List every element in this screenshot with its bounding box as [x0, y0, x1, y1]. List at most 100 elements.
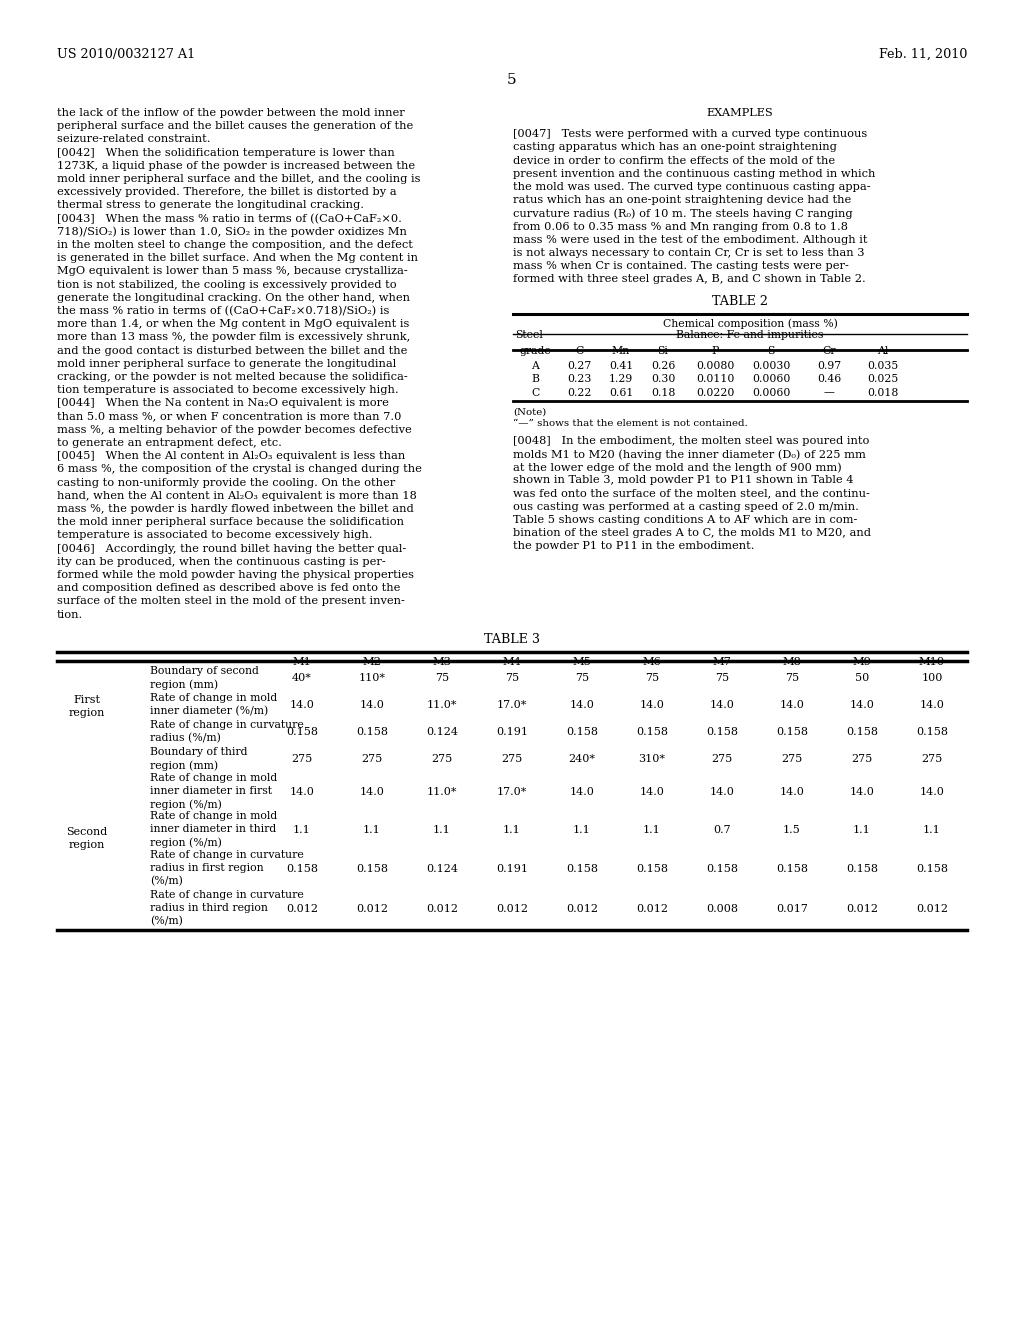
- Text: 14.0: 14.0: [779, 701, 805, 710]
- Text: Al: Al: [878, 346, 889, 356]
- Text: formed while the mold powder having the physical properties: formed while the mold powder having the …: [57, 570, 414, 579]
- Text: “—” shows that the element is not contained.: “—” shows that the element is not contai…: [513, 418, 748, 428]
- Text: and the good contact is disturbed between the billet and the: and the good contact is disturbed betwee…: [57, 346, 408, 355]
- Text: M9: M9: [853, 657, 871, 667]
- Text: Mn: Mn: [612, 346, 630, 356]
- Text: 275: 275: [922, 754, 943, 764]
- Text: 0.158: 0.158: [776, 863, 808, 874]
- Text: 0.025: 0.025: [867, 375, 899, 384]
- Text: 14.0: 14.0: [569, 787, 595, 797]
- Text: cracking, or the powder is not melted because the solidifica-: cracking, or the powder is not melted be…: [57, 372, 408, 381]
- Text: 0.191: 0.191: [496, 727, 528, 738]
- Text: Rate of change in mold: Rate of change in mold: [150, 810, 278, 821]
- Text: 0.012: 0.012: [356, 904, 388, 913]
- Text: surface of the molten steel in the mold of the present inven-: surface of the molten steel in the mold …: [57, 597, 404, 606]
- Text: Rate of change in mold: Rate of change in mold: [150, 693, 278, 704]
- Text: 0.27: 0.27: [567, 362, 591, 371]
- Text: 14.0: 14.0: [359, 787, 384, 797]
- Text: 0.61: 0.61: [609, 388, 633, 397]
- Text: tion temperature is associated to become excessively high.: tion temperature is associated to become…: [57, 385, 398, 395]
- Text: 0.0030: 0.0030: [752, 362, 791, 371]
- Text: hand, when the Al content in Al₂O₃ equivalent is more than 18: hand, when the Al content in Al₂O₃ equiv…: [57, 491, 417, 500]
- Text: First: First: [74, 694, 100, 705]
- Text: 0.158: 0.158: [286, 863, 318, 874]
- Text: thermal stress to generate the longitudinal cracking.: thermal stress to generate the longitudi…: [57, 201, 364, 210]
- Text: 275: 275: [292, 754, 312, 764]
- Text: 0.008: 0.008: [706, 904, 738, 913]
- Text: 0.012: 0.012: [426, 904, 458, 913]
- Text: US 2010/0032127 A1: US 2010/0032127 A1: [57, 48, 196, 61]
- Text: 14.0: 14.0: [920, 701, 944, 710]
- Text: formed with three steel grades A, B, and C shown in Table 2.: formed with three steel grades A, B, and…: [513, 275, 865, 284]
- Text: MgO equivalent is lower than 5 mass %, because crystalliza-: MgO equivalent is lower than 5 mass %, b…: [57, 267, 408, 276]
- Text: 14.0: 14.0: [359, 701, 384, 710]
- Text: at the lower edge of the mold and the length of 900 mm): at the lower edge of the mold and the le…: [513, 462, 842, 473]
- Text: 0.158: 0.158: [356, 727, 388, 738]
- Text: 1273K, a liquid phase of the powder is increased between the: 1273K, a liquid phase of the powder is i…: [57, 161, 415, 170]
- Text: M1: M1: [293, 657, 311, 667]
- Text: 110*: 110*: [358, 673, 385, 684]
- Text: tion.: tion.: [57, 610, 83, 619]
- Text: 5: 5: [507, 73, 517, 87]
- Text: [0043]   When the mass % ratio in terms of ((CaO+CaF₂×0.: [0043] When the mass % ratio in terms of…: [57, 214, 401, 224]
- Text: P: P: [712, 346, 719, 356]
- Text: (Note): (Note): [513, 408, 546, 416]
- Text: 0.158: 0.158: [286, 727, 318, 738]
- Text: 0.46: 0.46: [817, 375, 841, 384]
- Text: 1.1: 1.1: [643, 825, 660, 834]
- Text: 14.0: 14.0: [850, 787, 874, 797]
- Text: 14.0: 14.0: [710, 787, 734, 797]
- Text: M6: M6: [643, 657, 662, 667]
- Text: 14.0: 14.0: [850, 701, 874, 710]
- Text: the lack of the inflow of the powder between the mold inner: the lack of the inflow of the powder bet…: [57, 108, 404, 117]
- Text: the mold was used. The curved type continuous casting appa-: the mold was used. The curved type conti…: [513, 182, 870, 191]
- Text: region (mm): region (mm): [150, 680, 218, 690]
- Text: more than 1.4, or when the Mg content in MgO equivalent is: more than 1.4, or when the Mg content in…: [57, 319, 410, 329]
- Text: radius in first region: radius in first region: [150, 863, 263, 874]
- Text: M3: M3: [432, 657, 452, 667]
- Text: from 0.06 to 0.35 mass % and Mn ranging from 0.8 to 1.8: from 0.06 to 0.35 mass % and Mn ranging …: [513, 222, 848, 231]
- Text: is generated in the billet surface. And when the Mg content in: is generated in the billet surface. And …: [57, 253, 418, 263]
- Text: 14.0: 14.0: [920, 787, 944, 797]
- Text: 0.7: 0.7: [713, 825, 731, 834]
- Text: inner diameter (%/m): inner diameter (%/m): [150, 706, 268, 717]
- Text: 0.012: 0.012: [286, 904, 318, 913]
- Text: Boundary of third: Boundary of third: [150, 747, 248, 758]
- Text: the mass % ratio in terms of ((CaO+CaF₂×0.718)/SiO₂) is: the mass % ratio in terms of ((CaO+CaF₂×…: [57, 306, 389, 317]
- Text: 75: 75: [645, 673, 659, 684]
- Text: mass % were used in the test of the embodiment. Although it: mass % were used in the test of the embo…: [513, 235, 867, 244]
- Text: inner diameter in third: inner diameter in third: [150, 824, 276, 834]
- Text: 0.0060: 0.0060: [752, 375, 791, 384]
- Text: 0.158: 0.158: [566, 727, 598, 738]
- Text: 75: 75: [505, 673, 519, 684]
- Text: Rate of change in curvature: Rate of change in curvature: [150, 721, 304, 730]
- Text: 1.1: 1.1: [923, 825, 941, 834]
- Text: M2: M2: [362, 657, 381, 667]
- Text: 14.0: 14.0: [290, 787, 314, 797]
- Text: 1.1: 1.1: [433, 825, 451, 834]
- Text: 0.191: 0.191: [496, 863, 528, 874]
- Text: M8: M8: [782, 657, 802, 667]
- Text: Chemical composition (mass %): Chemical composition (mass %): [663, 319, 838, 330]
- Text: was fed onto the surface of the molten steel, and the continu-: was fed onto the surface of the molten s…: [513, 488, 869, 499]
- Text: 75: 75: [435, 673, 450, 684]
- Text: 1.5: 1.5: [783, 825, 801, 834]
- Text: —: —: [823, 388, 835, 397]
- Text: TABLE 2: TABLE 2: [712, 296, 768, 309]
- Text: 310*: 310*: [639, 754, 666, 764]
- Text: casting to non-uniformly provide the cooling. On the other: casting to non-uniformly provide the coo…: [57, 478, 395, 487]
- Text: S: S: [767, 346, 775, 356]
- Text: region (%/m): region (%/m): [150, 837, 222, 847]
- Text: 0.158: 0.158: [636, 727, 668, 738]
- Text: 0.158: 0.158: [776, 727, 808, 738]
- Text: 0.158: 0.158: [846, 863, 878, 874]
- Text: casting apparatus which has an one-point straightening: casting apparatus which has an one-point…: [513, 143, 837, 152]
- Text: [0045]   When the Al content in Al₂O₃ equivalent is less than: [0045] When the Al content in Al₂O₃ equi…: [57, 451, 406, 461]
- Text: mass %, the powder is hardly flowed inbetween the billet and: mass %, the powder is hardly flowed inbe…: [57, 504, 414, 513]
- Text: 0.0060: 0.0060: [752, 388, 791, 397]
- Text: seizure-related constraint.: seizure-related constraint.: [57, 135, 211, 144]
- Text: grade: grade: [519, 346, 551, 356]
- Text: region: region: [69, 708, 105, 718]
- Text: M5: M5: [572, 657, 592, 667]
- Text: is not always necessary to contain Cr, Cr is set to less than 3: is not always necessary to contain Cr, C…: [513, 248, 864, 257]
